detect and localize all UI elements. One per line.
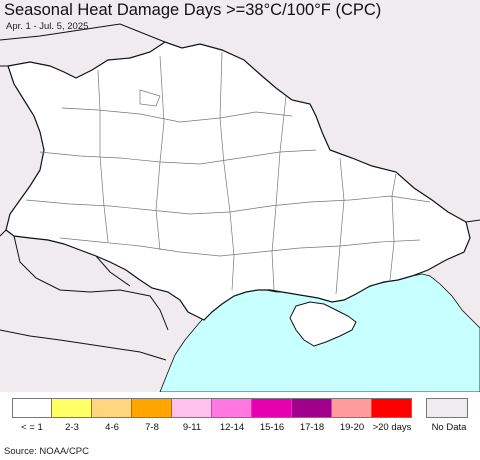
legend-label-gt20: >20 days [372, 422, 412, 433]
crimea [289, 301, 357, 347]
legend-label-7-8: 7-8 [145, 422, 159, 433]
legend-swatch-le1 [12, 398, 52, 418]
legend-swatch-19-20 [332, 398, 372, 418]
legend: < = 1 2-3 4-6 7-8 9-11 12-14 15-16 17-18… [12, 398, 412, 438]
legend-label-15-16: 15-16 [259, 422, 285, 433]
legend-swatch-no-data [426, 398, 468, 418]
legend-labels: < = 1 2-3 4-6 7-8 9-11 12-14 15-16 17-18… [12, 422, 412, 434]
legend-label-19-20: 19-20 [339, 422, 365, 433]
oblast-borders [25, 51, 431, 295]
legend-swatch-17-18 [292, 398, 332, 418]
legend-label-le1: < = 1 [21, 422, 43, 433]
map-title: Seasonal Heat Damage Days >=38°C/100°F (… [4, 1, 382, 19]
legend-swatch-7-8 [132, 398, 172, 418]
legend-swatch-4-6 [92, 398, 132, 418]
legend-swatch-15-16 [252, 398, 292, 418]
ukraine-land [5, 41, 471, 321]
legend-label-9-11: 9-11 [182, 422, 202, 433]
map-area: Seasonal Heat Damage Days >=38°C/100°F (… [0, 0, 480, 392]
ukraine-map [0, 23, 480, 392]
country-borders [0, 23, 480, 361]
legend-no-data: No Data [426, 398, 470, 438]
legend-label-12-14: 12-14 [219, 422, 245, 433]
legend-swatch-gt20 [372, 398, 412, 418]
legend-label-no-data: No Data [431, 422, 467, 433]
legend-swatch-9-11 [172, 398, 212, 418]
legend-swatches [12, 398, 412, 418]
legend-swatch-2-3 [52, 398, 92, 418]
date-range: Apr. 1 - Jul. 5, 2025 [6, 21, 89, 32]
legend-label-17-18: 17-18 [299, 422, 325, 433]
legend-label-2-3: 2-3 [65, 422, 79, 433]
legend-label-4-6: 4-6 [105, 422, 119, 433]
legend-swatch-12-14 [212, 398, 252, 418]
source-credit: Source: NOAA/CPC [4, 446, 89, 457]
